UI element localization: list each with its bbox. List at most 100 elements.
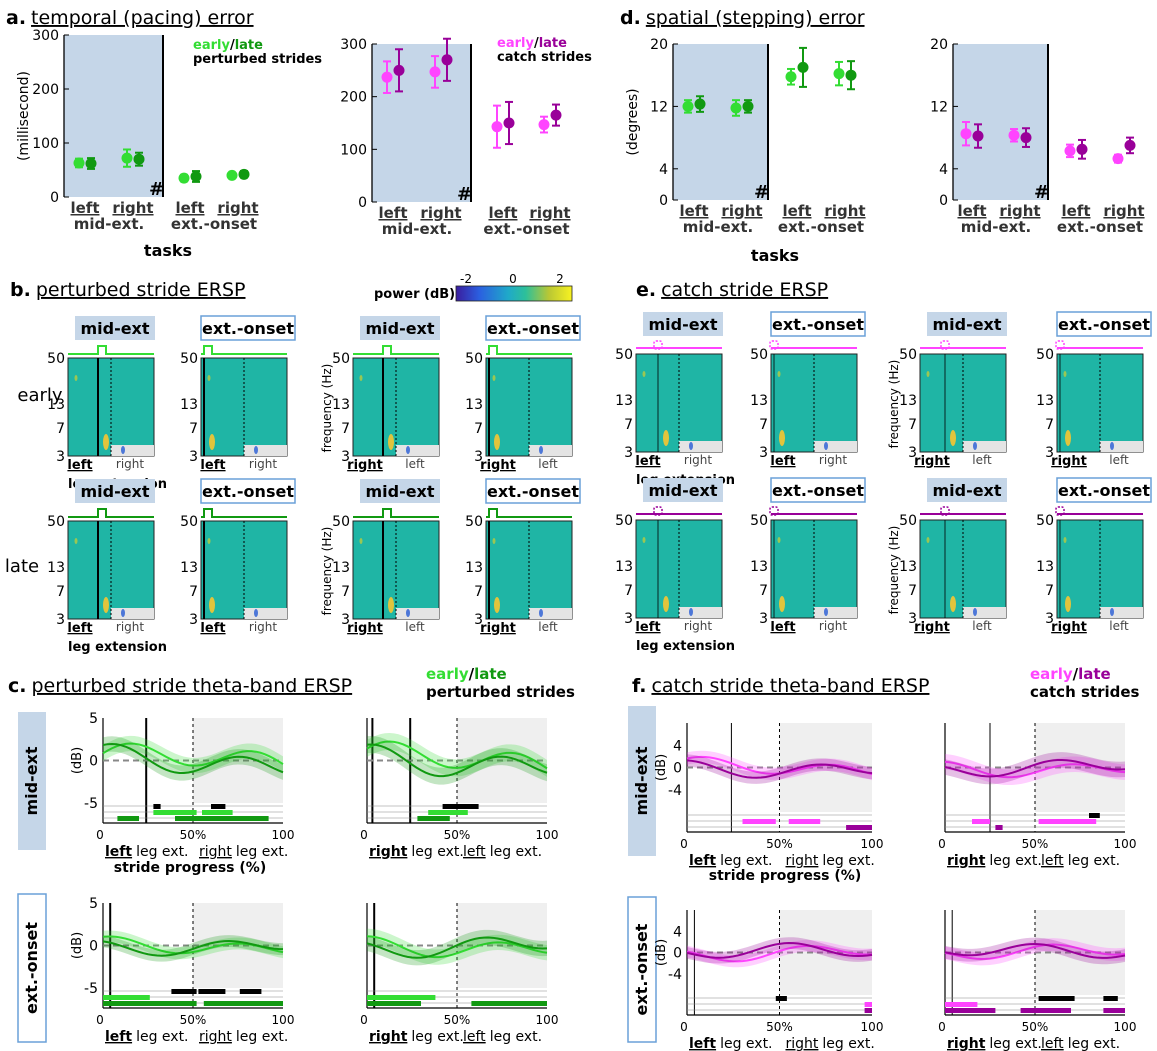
swing-band (963, 441, 1006, 452)
condition-label: ext.-onset (202, 482, 294, 501)
freq-tick: 50 (750, 513, 768, 529)
legend-perturbed-text: perturbed strides (193, 52, 322, 67)
swing-leg-label: left (1109, 453, 1129, 467)
leg-ext-text: leg ext. (822, 853, 874, 869)
freq-tick: 50 (615, 513, 633, 529)
leg-ext-text: leg ext. (136, 844, 188, 860)
freq-tick: 13 (750, 393, 768, 409)
x-tick-label: 100 (536, 828, 559, 842)
panel-c-letter: c. (8, 675, 26, 697)
ersp-blob (539, 446, 543, 454)
ersp-blob (406, 609, 410, 617)
significance-bar (788, 819, 821, 824)
leg-extension-label: leg extension (68, 640, 167, 655)
perturbation-trace (353, 508, 439, 518)
x-label: left (957, 202, 986, 220)
condition-tag (360, 479, 440, 503)
freq-tick: 50 (750, 347, 768, 363)
mean-line (102, 742, 284, 767)
stance-leg-label: left (67, 458, 92, 473)
freq-tick: 7 (474, 584, 483, 600)
data-point (960, 128, 972, 140)
significance-bar (471, 1001, 547, 1006)
data-point (503, 117, 515, 129)
y-tick-label: 300 (32, 28, 59, 44)
stance-leg-label: right (914, 620, 950, 635)
significance-bar (846, 825, 872, 830)
y-axis-label: (dB) (654, 939, 669, 966)
ersp-blob (209, 434, 215, 450)
x-tick-label: 50% (1022, 1020, 1049, 1034)
panel-a-tasks-label: tasks (144, 241, 192, 260)
condition-tag (927, 478, 1007, 502)
condition-tag (1056, 477, 1152, 503)
swing-band (679, 441, 722, 452)
y-tick-label: 5 (89, 896, 98, 912)
mid-ext-shade (372, 44, 471, 202)
confidence-band (103, 735, 283, 774)
x-label: left (70, 199, 99, 217)
stride-label-lead: right leg ext. (369, 1029, 464, 1045)
significance-hash: # (149, 179, 164, 200)
condition-tag (485, 478, 581, 504)
y-tick-label: 12 (650, 99, 668, 115)
y-axis-label: (dB) (654, 754, 669, 781)
panel-d-title: spatial (stepping) error (646, 7, 865, 29)
x-tick-label: 100 (536, 1013, 559, 1027)
swing-leg-label: left (972, 619, 992, 633)
freq-tick: 50 (899, 513, 917, 529)
x-tick-label: 50% (766, 837, 793, 851)
catch-marker (1055, 340, 1065, 350)
ersp-blob (359, 375, 363, 381)
y-tick-label: 300 (340, 37, 367, 53)
data-point (730, 102, 742, 114)
panel-a-heading: a. temporal (pacing) error (6, 7, 254, 29)
mean-line (686, 759, 873, 779)
data-point (845, 69, 857, 81)
perturbation-trace (353, 345, 439, 355)
freq-tick: 13 (615, 559, 633, 575)
stride-label-lead: right leg ext. (947, 853, 1042, 869)
condition-tag (360, 316, 440, 340)
significance-bar (775, 996, 787, 1001)
x-tick-label: 50% (766, 1020, 793, 1034)
freq-tick: 50 (1036, 347, 1054, 363)
x-tick-label: 100 (1114, 837, 1137, 851)
condition-label: mid-ext (648, 315, 717, 334)
stance-leg-label: right (347, 458, 383, 473)
ersp-blob (824, 442, 828, 450)
condition-tag (75, 479, 155, 503)
x-tick-label: 100 (272, 1013, 295, 1027)
freq-tick: 13 (1036, 559, 1054, 575)
significance-bar (153, 810, 197, 815)
svg-text:f.catch stride theta-band ERSP: f. catch stride theta-band ERSP (632, 675, 929, 697)
stance-leg-label: left (635, 620, 660, 635)
panel-b-heading: b. perturbed stride ERSP (10, 279, 246, 301)
legend-a-perturbed: early/late perturbed strides (193, 38, 322, 67)
stance-leg-label: right (480, 621, 516, 636)
stance-leg-label: left (635, 454, 660, 469)
y-tick-label: -4 (668, 783, 682, 799)
swing-band (111, 608, 154, 619)
leg-extension-label: leg extension (636, 639, 735, 654)
confidence-band (687, 754, 872, 784)
freq-tick: 3 (908, 611, 917, 627)
perturbation-trace (201, 345, 287, 355)
data-point (682, 100, 694, 112)
legend-late: late (539, 36, 567, 51)
significance-bar (1038, 996, 1075, 1001)
significance-bar (428, 810, 468, 815)
svg-text:a.temporal (pacing) error: a. temporal (pacing) error (6, 7, 254, 29)
mean-line (686, 944, 873, 963)
stride-label-trail: right leg ext. (786, 1036, 875, 1051)
freq-tick: 13 (615, 393, 633, 409)
stride-label-lead: left leg ext. (105, 1029, 189, 1045)
ersp-blob (1065, 596, 1071, 612)
ersp-blob (103, 434, 109, 450)
row-tag-label: mid-ext (22, 746, 41, 815)
